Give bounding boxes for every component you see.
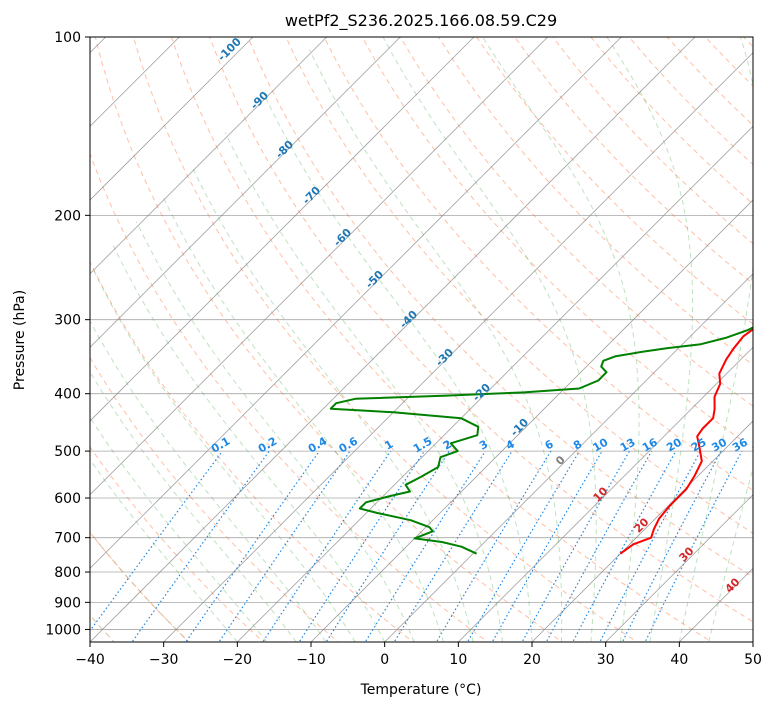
- dry-adiabat-line: [94, 37, 564, 642]
- chart-title: wetPf2_S236.2025.166.08.59.C29: [285, 11, 557, 31]
- x-axis: −40 −30 −20 −10 0 10 20 30 40 50: [75, 642, 762, 668]
- x-tick-label: −10: [296, 652, 326, 668]
- isotherm-line: [90, 37, 696, 642]
- y-tick-label: 1000: [45, 622, 81, 638]
- dry-adiabat-line: [323, 37, 753, 491]
- x-tick-label: −30: [149, 652, 179, 668]
- isotherm-grid: [90, 37, 753, 642]
- isotherm-line: [310, 199, 753, 642]
- moist-adiabat-line: [191, 165, 474, 642]
- moist-adiabat-line: [482, 37, 640, 642]
- moist-adiabats: [90, 37, 753, 642]
- x-tick-label: 30: [597, 652, 615, 668]
- x-tick-label: 0: [380, 652, 389, 668]
- profile-series: [329, 209, 753, 555]
- dry-adiabat-line: [476, 37, 753, 325]
- y-tick-label: 600: [54, 491, 81, 507]
- mixing-ratio-line: [364, 450, 486, 642]
- mixing-ratio-line: [393, 450, 513, 642]
- mixing-ratio-line: [131, 450, 270, 642]
- moist-adiabat-line: [90, 320, 327, 642]
- moist-adiabat-line: [382, 37, 597, 642]
- moist-adiabat-line: [606, 37, 694, 642]
- mixing-ratio-lines: [90, 450, 743, 642]
- x-axis-label: Temperature (°C): [360, 682, 482, 698]
- x-tick-label: 50: [744, 652, 762, 668]
- mixing-ratio-line: [466, 450, 580, 642]
- y-tick-label: 400: [54, 387, 81, 403]
- isotherm-line: [605, 494, 753, 642]
- mixing-ratio-line: [572, 450, 677, 642]
- isotherm-line: [90, 37, 254, 201]
- dry-adiabat-line: [90, 152, 489, 642]
- isotherm-line: [90, 37, 548, 496]
- y-tick-label: 200: [54, 208, 81, 224]
- plot-frame: [89, 36, 754, 643]
- y-tick-label: 300: [54, 313, 81, 329]
- y-tick-label: 700: [54, 531, 81, 547]
- x-tick-label: −40: [75, 652, 105, 668]
- mixing-ratio-line: [599, 450, 702, 642]
- mixing-ratio-line: [262, 450, 392, 642]
- mixing-ratio-line: [218, 450, 351, 642]
- x-tick-label: 40: [670, 652, 688, 668]
- y-axis: 1000 900 800 700 600 500 400 300 200 100: [45, 30, 90, 638]
- moist-adiabat-line: [112, 245, 386, 642]
- profile-line: [329, 209, 753, 555]
- y-tick-label: 500: [54, 444, 81, 460]
- moist-adiabat-line: [91, 267, 356, 642]
- mixing-ratio-line: [185, 450, 320, 642]
- dry-adiabat-line: [171, 37, 713, 642]
- profile-line: [619, 327, 753, 555]
- x-tick-label: −20: [223, 652, 253, 668]
- mixing-ratio-line: [621, 450, 722, 642]
- plot-area: -100-90-80-70-60-50-40-30-20-100.1 0.2 0.4…: [90, 37, 753, 642]
- y-tick-label: 900: [54, 595, 81, 611]
- mixing-ratio-line: [90, 450, 223, 632]
- isotherm-line: [90, 37, 622, 569]
- isotherm-line: [90, 37, 475, 422]
- isotherm-line: [90, 37, 401, 348]
- moist-adiabat-line: [161, 195, 445, 642]
- isotherm-line: [90, 37, 327, 275]
- isotherm-line: [458, 346, 753, 642]
- moist-adiabat-line: [309, 49, 563, 642]
- isotherm-line: [384, 273, 753, 642]
- isotherm-line: [163, 52, 753, 642]
- y-tick-label: 100: [54, 30, 81, 46]
- mixing-ratio-line: [325, 450, 450, 642]
- isobar-grid: [90, 37, 753, 630]
- isotherm-line: [237, 125, 753, 642]
- mixing-ratio-line: [298, 450, 425, 642]
- y-axis-label: Pressure (hPa): [12, 290, 28, 390]
- x-tick-label: 10: [449, 652, 467, 668]
- isotherm-line: [531, 420, 753, 642]
- moist-adiabat-line: [90, 416, 268, 642]
- y-tick-label: 800: [54, 565, 81, 581]
- moist-adiabat-line: [136, 221, 415, 642]
- dry-adiabat-line: [361, 37, 753, 449]
- x-tick-label: 20: [523, 652, 541, 668]
